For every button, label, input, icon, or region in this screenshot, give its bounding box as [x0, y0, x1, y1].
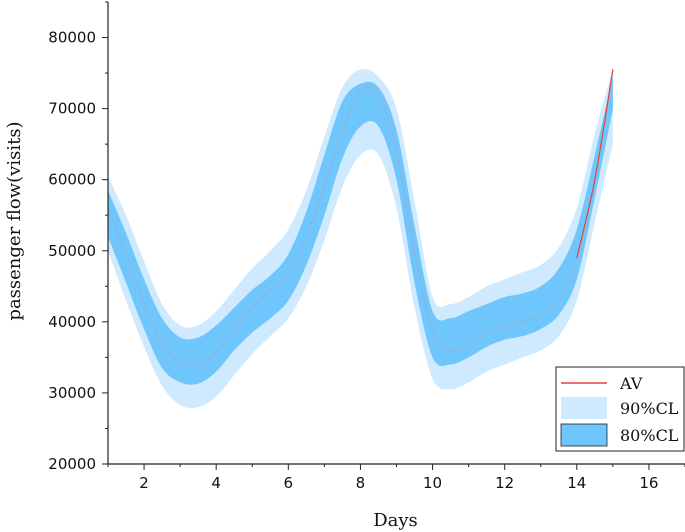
confidence-bands — [108, 68, 613, 409]
x-tick-label: 10 — [423, 474, 442, 492]
legend: AV 90%CL 80%CL — [555, 366, 685, 452]
x-tick-label: 4 — [211, 474, 221, 492]
legend-90cl-label: 90%CL — [620, 399, 679, 418]
legend-90cl-swatch — [561, 397, 607, 419]
y-tick-label: 70000 — [48, 100, 96, 118]
y-ticks: 20000 30000 40000 50000 60000 70000 80000 — [48, 1, 108, 473]
x-ticks: 2 4 6 8 10 12 14 16 — [107, 464, 685, 492]
av-line-inner — [107, 69, 614, 367]
legend-av-label: AV — [619, 374, 643, 393]
x-tick-label: 12 — [495, 474, 514, 492]
y-tick-label: 50000 — [48, 242, 96, 260]
av-line-tail — [576, 69, 614, 259]
y-tick-label: 30000 — [48, 384, 96, 402]
x-tick-label: 2 — [139, 474, 149, 492]
legend-80cl-swatch — [560, 423, 608, 447]
y-tick-label: 20000 — [48, 455, 96, 473]
x-axis-title: Days — [373, 510, 418, 531]
x-tick-label: 8 — [356, 474, 366, 492]
y-axis-title: passenger flow(visits) — [4, 121, 25, 320]
y-tick-label: 60000 — [48, 171, 96, 189]
av-line-layer — [107, 69, 614, 367]
x-tick-label: 14 — [567, 474, 586, 492]
x-tick-label: 6 — [284, 474, 294, 492]
legend-80cl-label: 80%CL — [620, 426, 679, 445]
y-tick-label: 80000 — [48, 29, 96, 47]
x-tick-label: 16 — [639, 474, 658, 492]
band-80cl — [108, 76, 613, 385]
y-tick-label: 40000 — [48, 313, 96, 331]
